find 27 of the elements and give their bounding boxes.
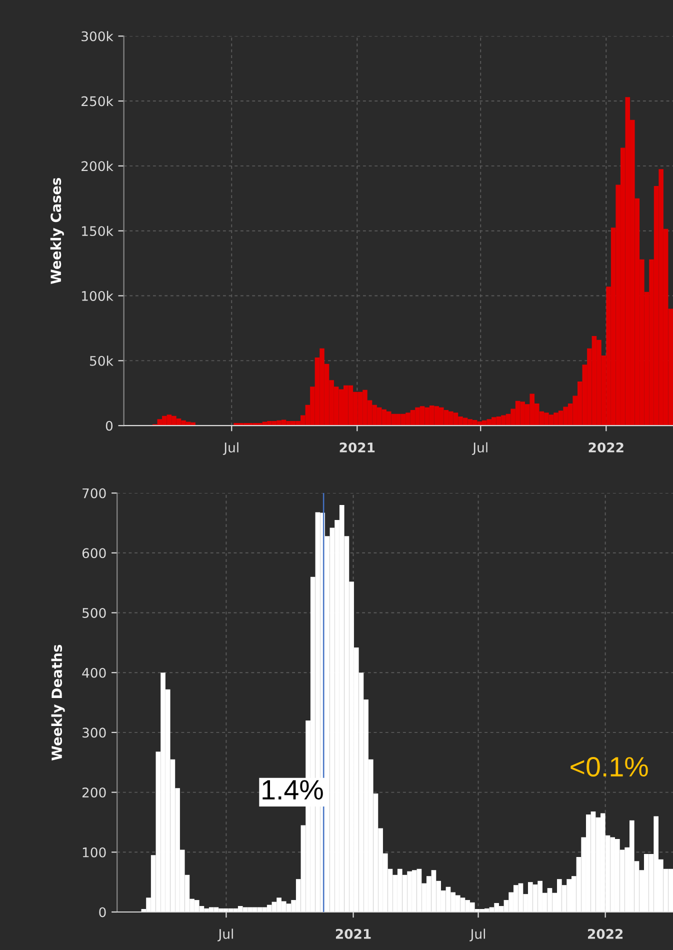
y-tick-label: 150k <box>82 226 114 236</box>
y-tick-label: 500 <box>82 608 106 618</box>
x-tick-label: 2022 <box>588 928 623 939</box>
x-tick-label: Jul <box>218 928 233 942</box>
y-tick-label: 700 <box>82 488 106 498</box>
x-tick-label: Jul <box>470 928 485 942</box>
y-tick-label: 100k <box>82 290 114 301</box>
y-tick-label: 50k <box>90 356 114 366</box>
y-tick-label: 300k <box>82 31 114 42</box>
y-tick-label: 250k <box>82 96 114 106</box>
x-tick-label: Jul <box>472 442 488 455</box>
y-axis-title: Weekly Cases <box>50 178 64 284</box>
y-tick-label: 400 <box>82 668 106 678</box>
y-tick-label: 0 <box>99 907 106 918</box>
y-axis-title: Weekly Deaths <box>51 644 65 760</box>
x-tick-label: 2021 <box>340 442 375 452</box>
annotation: <0.1% <box>570 756 648 777</box>
annotation: 1.4% <box>262 780 323 800</box>
y-tick-label: 0 <box>106 420 113 431</box>
y-tick-label: 100 <box>82 847 106 858</box>
y-tick-label: 300 <box>82 728 106 738</box>
x-tick-label: Jul <box>222 442 238 455</box>
x-tick-label: 2022 <box>588 442 624 452</box>
y-tick-label: 200k <box>82 160 114 172</box>
y-tick-label: 200 <box>82 788 106 798</box>
y-tick-label: 600 <box>82 548 106 558</box>
x-tick-label: 2021 <box>336 928 371 939</box>
